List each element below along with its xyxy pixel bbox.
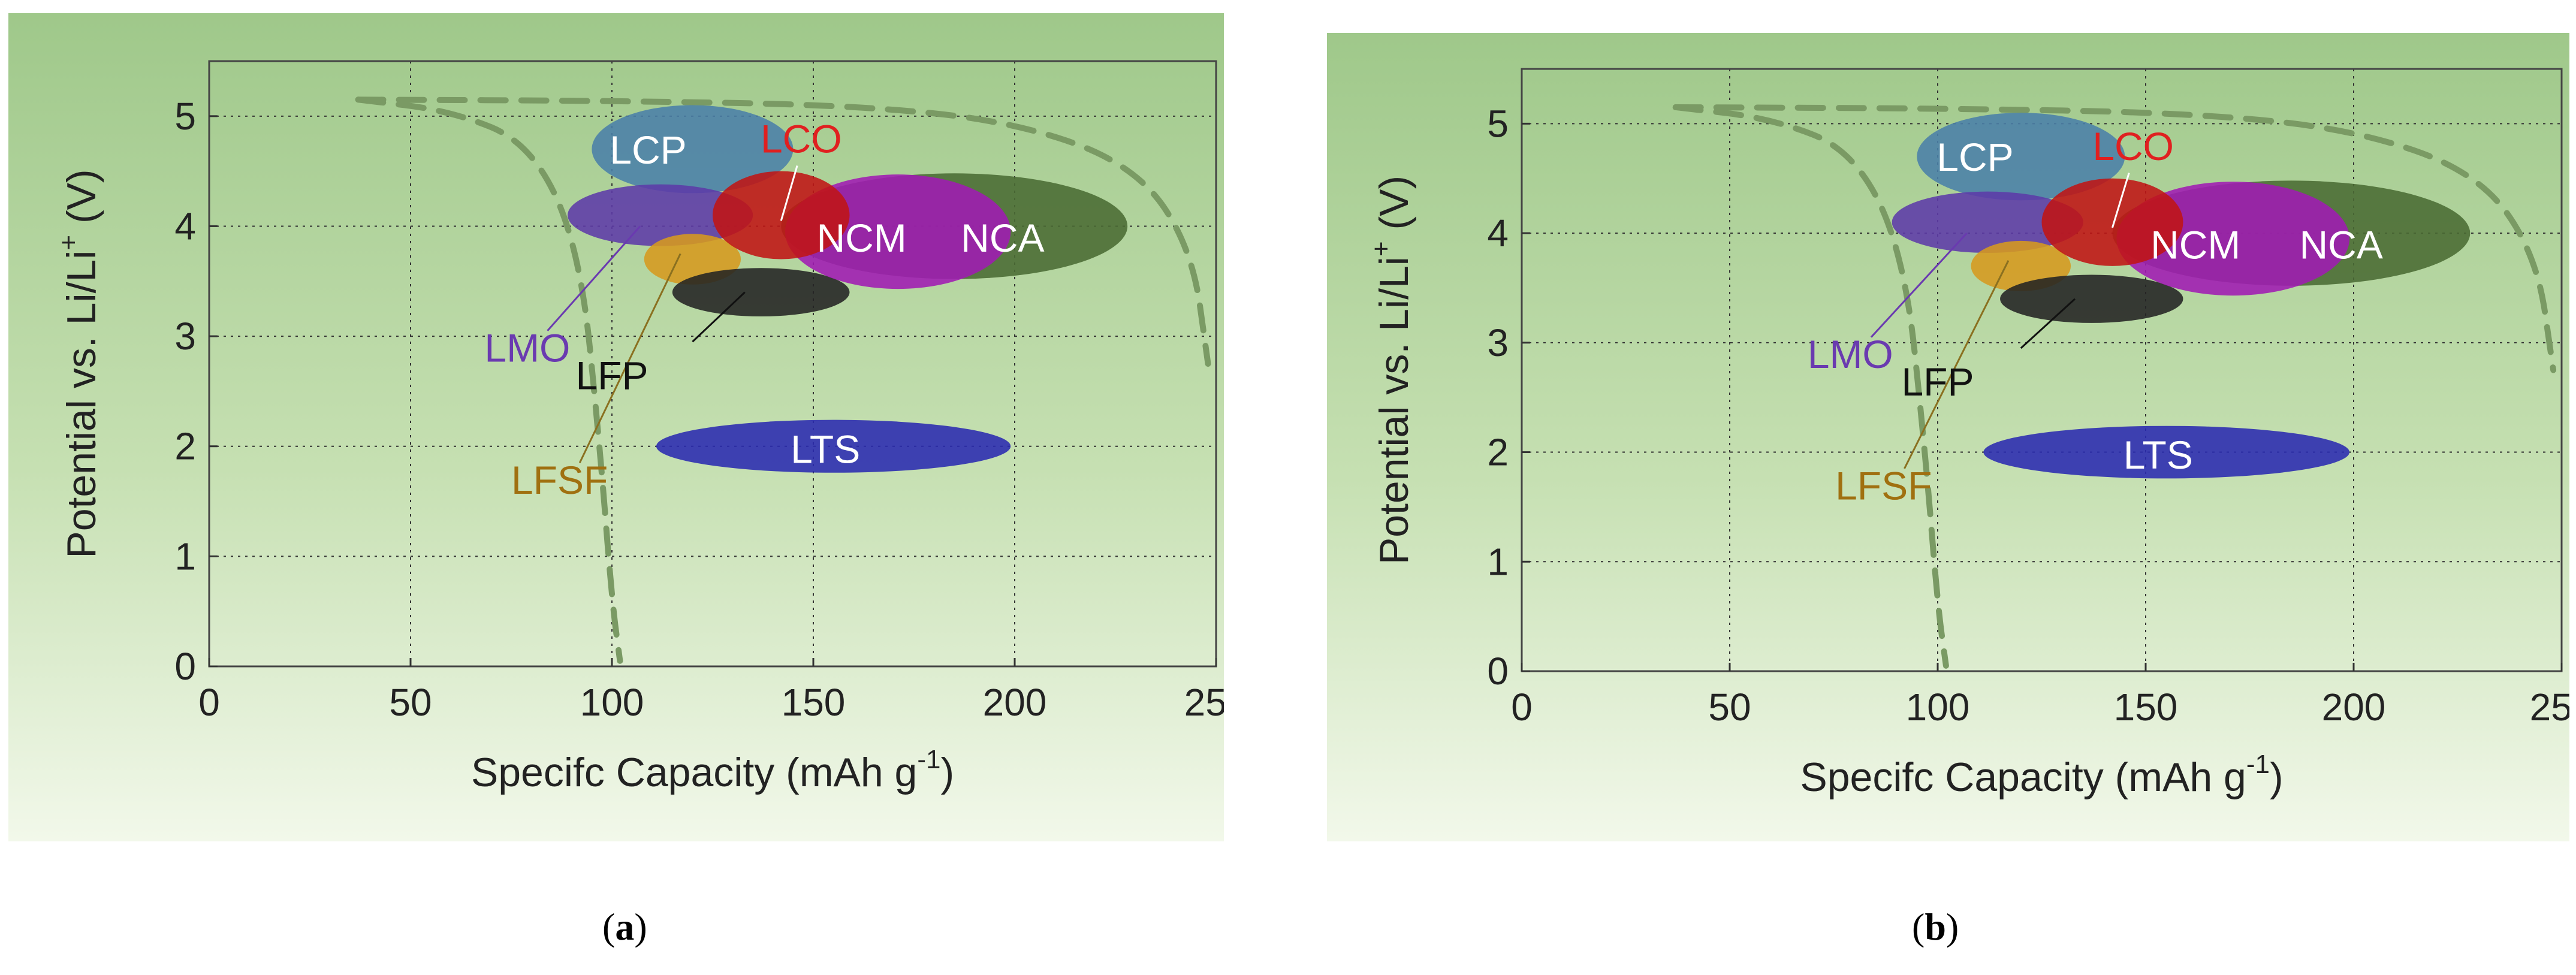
x-tick-label: 200 — [2322, 686, 2386, 729]
y-tick-label: 0 — [174, 645, 196, 688]
x-axis-label: Specifc Capacity (mAh g-1) — [1800, 750, 2283, 800]
y-tick-label: 1 — [174, 535, 196, 578]
boundary-curve-1 — [355, 96, 623, 664]
label-lfsf: LFSF — [1835, 463, 1932, 508]
label-lfsf: LFSF — [511, 458, 608, 502]
leader-line-lfp — [692, 291, 746, 343]
y-tick-label: 5 — [1487, 102, 1509, 145]
label-lco: LCO — [761, 117, 842, 161]
caption-b: (b) — [1912, 905, 1959, 948]
chart-panel-b: 0 50 100 150 200 250 0 1 2 3 4 5 Specifc Capacity (m… — [1327, 33, 2569, 841]
region-lmo — [1892, 191, 2083, 253]
region-lcp — [1917, 113, 2125, 201]
x-tick-label: 250 — [2530, 686, 2569, 729]
x-tick-label: 100 — [580, 681, 644, 724]
y-tick-label: 1 — [1487, 540, 1509, 583]
label-lco: LCO — [2092, 124, 2174, 168]
region-lts — [1983, 425, 2350, 479]
y-tick-label: 3 — [1487, 321, 1509, 364]
x-tick-label: 100 — [1906, 686, 1970, 729]
leader-line-lco — [2112, 173, 2130, 228]
region-lmo — [568, 184, 753, 246]
x-tick-label: 50 — [389, 681, 432, 724]
x-axis-label: Specifc Capacity (mAh g-1) — [471, 745, 954, 795]
leader-line-lfsf — [578, 253, 681, 463]
label-ncm: NCM — [2150, 222, 2240, 267]
region-lcp — [592, 105, 794, 194]
label-lmo: LMO — [1808, 332, 1893, 376]
plot-frame — [208, 60, 1217, 668]
label-lfp: LFP — [1901, 360, 1974, 404]
chart-svg-b: 0 50 100 150 200 250 0 1 2 3 4 5 Specifc Capacity (m… — [1327, 33, 2569, 841]
label-lts: LTS — [2123, 433, 2193, 477]
label-nca: NCA — [961, 216, 1044, 260]
region-lfp — [672, 268, 850, 317]
y-tick-label: 0 — [1487, 650, 1509, 693]
region-lco — [2041, 178, 2183, 266]
x-tick-label: 250 — [1184, 681, 1224, 724]
leader-line-lfp — [2020, 298, 2076, 349]
caption-a: (a) — [602, 905, 647, 948]
x-tick-label: 50 — [1708, 686, 1751, 729]
boundary-curve-2 — [1672, 104, 2557, 373]
label-lcp: LCP — [1936, 135, 2013, 179]
y-axis-label: Potential vs. Li/Li+ (V) — [54, 169, 104, 558]
chart-panel-a: 0 50 100 150 200 250 0 1 2 3 4 5 Specifc Capacity (m… — [8, 13, 1224, 841]
leader-line-lmo — [1870, 233, 1968, 338]
y-tick-label: 2 — [1487, 431, 1509, 474]
x-tick-label: 150 — [2114, 686, 2178, 729]
y-axis-label: Potential vs. Li/Li+ (V) — [1367, 176, 1417, 565]
y-tick-label: 3 — [174, 315, 196, 358]
y-tick-label: 4 — [174, 204, 196, 247]
label-lts: LTS — [791, 427, 860, 471]
label-nca: NCA — [2300, 222, 2383, 267]
x-tick-label: 0 — [198, 681, 220, 724]
label-lmo: LMO — [484, 325, 570, 370]
label-ncm: NCM — [816, 216, 906, 260]
label-lfp: LFP — [575, 353, 648, 397]
boundary-curve-2 — [355, 96, 1211, 367]
y-tick-label: 4 — [1487, 212, 1509, 255]
leader-line-lfsf — [1904, 260, 2010, 469]
y-tick-label: 2 — [174, 425, 196, 468]
x-tick-label: 0 — [1511, 686, 1533, 729]
boundary-curve-1 — [1672, 104, 1949, 669]
label-lcp: LCP — [610, 128, 686, 172]
leader-line-lmo — [547, 225, 641, 331]
y-tick-label: 5 — [174, 95, 196, 138]
x-tick-label: 200 — [983, 681, 1047, 724]
region-lco — [713, 171, 850, 259]
region-lts — [656, 419, 1011, 473]
x-tick-label: 150 — [782, 681, 846, 724]
chart-svg-a: 0 50 100 150 200 250 0 1 2 3 4 5 Specifc Capacity (m… — [8, 13, 1224, 841]
leader-line-lco — [780, 165, 798, 221]
plot-frame — [1521, 68, 2563, 672]
region-lfp — [2000, 274, 2183, 323]
